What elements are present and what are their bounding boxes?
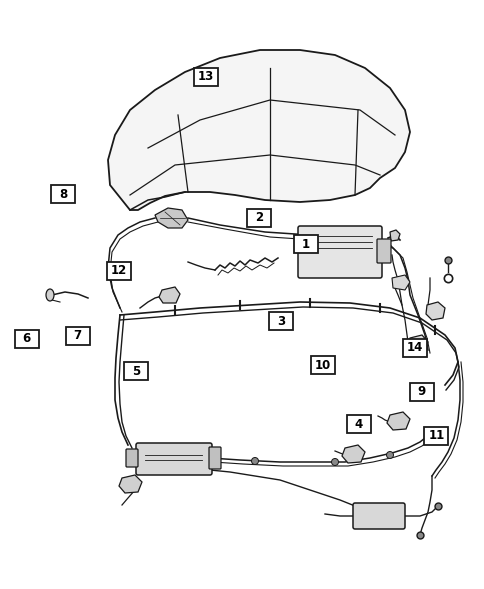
FancyBboxPatch shape [409,383,433,401]
Text: 5: 5 [131,365,140,378]
FancyBboxPatch shape [297,226,381,278]
FancyBboxPatch shape [51,186,75,203]
Text: 8: 8 [59,188,67,201]
Text: 11: 11 [427,429,444,442]
FancyBboxPatch shape [136,443,212,475]
Circle shape [251,458,258,465]
FancyBboxPatch shape [126,449,138,467]
FancyBboxPatch shape [346,415,370,433]
FancyBboxPatch shape [269,312,293,330]
FancyBboxPatch shape [194,68,218,85]
Text: 12: 12 [110,264,127,277]
FancyBboxPatch shape [247,209,271,227]
Polygon shape [386,412,409,430]
Text: 9: 9 [417,385,425,398]
Text: 14: 14 [406,341,422,354]
FancyBboxPatch shape [376,239,390,263]
Polygon shape [159,287,180,303]
Polygon shape [425,302,444,320]
FancyBboxPatch shape [402,339,426,356]
Polygon shape [407,335,427,353]
Polygon shape [155,208,188,228]
Text: 2: 2 [255,211,263,224]
Circle shape [386,452,393,458]
FancyBboxPatch shape [15,330,39,348]
Ellipse shape [46,289,54,301]
Text: 3: 3 [277,315,285,327]
FancyBboxPatch shape [65,327,90,345]
Polygon shape [108,50,409,210]
Text: 4: 4 [354,418,363,431]
Polygon shape [391,275,409,290]
FancyBboxPatch shape [293,236,317,253]
Polygon shape [341,445,364,463]
Circle shape [331,458,338,465]
Text: 13: 13 [197,70,214,83]
FancyBboxPatch shape [352,503,404,529]
Polygon shape [119,475,142,493]
FancyBboxPatch shape [424,427,448,445]
Text: 1: 1 [301,238,309,251]
Polygon shape [389,230,399,241]
Text: 7: 7 [74,329,81,342]
FancyBboxPatch shape [106,262,131,280]
FancyBboxPatch shape [123,362,148,380]
Text: 6: 6 [22,332,31,345]
Text: 10: 10 [314,359,330,372]
FancyBboxPatch shape [209,447,221,469]
FancyBboxPatch shape [310,356,334,374]
